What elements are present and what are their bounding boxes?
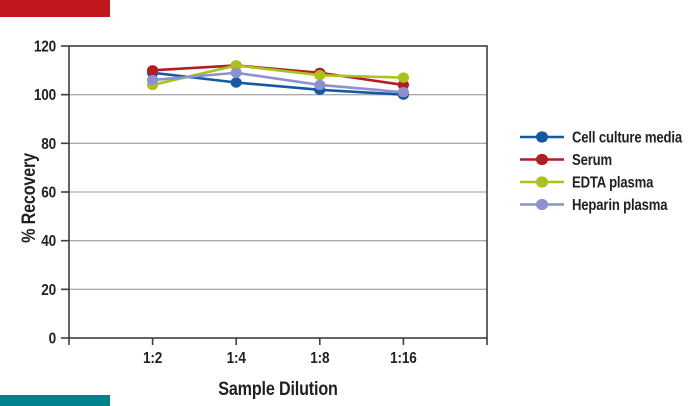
legend-marker [536, 176, 548, 188]
data-point-edta-plasma [230, 60, 242, 71]
x-tick-label: 1:16 [390, 350, 417, 367]
legend-item-label: Heparin plasma [572, 197, 668, 214]
x-tick-label: 1:4 [227, 350, 247, 367]
legend: Cell culture media Serum EDTA plasma Hepari… [520, 129, 683, 214]
y-tick-label: 80 [41, 136, 56, 153]
y-tick-label: 0 [49, 331, 56, 348]
brand-bar-bottom [0, 395, 110, 406]
legend-item-cell-culture-media: Cell culture media [520, 129, 683, 147]
legend-item-heparin-plasma: Heparin plasma [520, 197, 668, 214]
data-point-heparin-plasma [147, 74, 159, 86]
legend-item-label: Cell culture media [572, 129, 683, 146]
data-point-edta-plasma [314, 70, 326, 81]
legend-marker [536, 131, 548, 143]
data-point-edta-plasma [397, 72, 409, 83]
y-tick-label: 20 [41, 282, 56, 299]
legend-item-label: EDTA plasma [572, 174, 654, 191]
plot-area: 0 20 40 60 80 100 120 1:2 1:4 1:8 1:16 [34, 39, 488, 367]
x-tick-label: 1:8 [310, 350, 329, 367]
y-tick-label: 60 [41, 185, 56, 202]
y-tick-label: 40 [41, 233, 56, 250]
legend-marker [536, 153, 548, 166]
data-point-serum [397, 79, 409, 91]
data-point-serum [147, 65, 159, 76]
data-point-heparin-plasma [230, 67, 242, 78]
data-point-cell-culture-media [230, 77, 242, 88]
legend-item-serum: Serum [520, 152, 612, 169]
series-line-heparin-plasma [152, 71, 404, 94]
y-tick-label: 100 [34, 87, 56, 104]
legend-marker [536, 198, 548, 211]
y-tick-label: 120 [34, 39, 56, 56]
data-point-heparin-plasma [397, 87, 409, 98]
x-tick-label: 1:2 [143, 350, 162, 367]
x-axis-title: Sample Dilution [218, 378, 337, 400]
legend-item-edta-plasma: EDTA plasma [520, 174, 654, 192]
legend-item-label: Serum [572, 152, 612, 169]
data-point-heparin-plasma [314, 79, 326, 91]
brand-bar-top [0, 0, 110, 17]
y-axis-title: % Recovery [18, 153, 40, 243]
